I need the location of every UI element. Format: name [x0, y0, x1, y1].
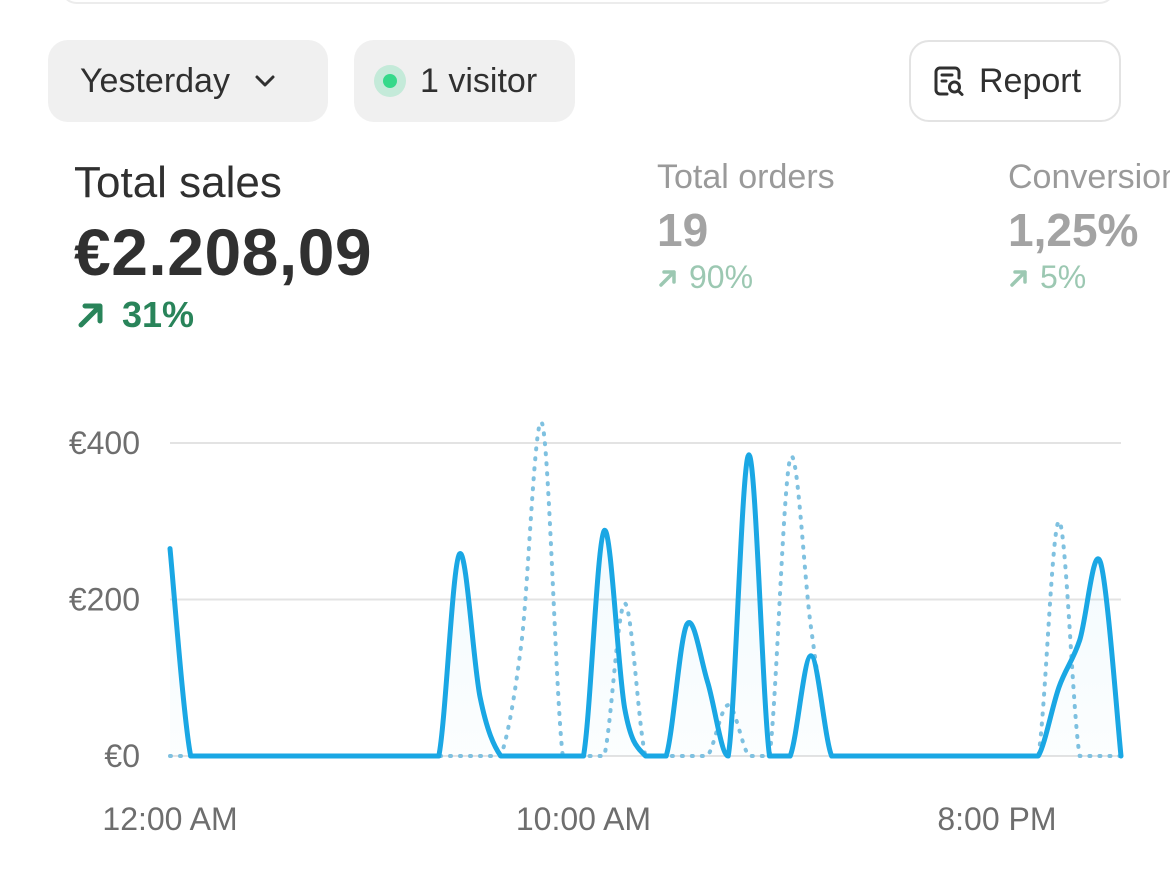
y-tick-label: €0: [104, 738, 140, 774]
total-orders-metric[interactable]: Total orders 19 90%: [657, 158, 835, 296]
total-orders-change-value: 90%: [689, 259, 754, 295]
total-orders-value: 19: [657, 204, 709, 256]
live-visitors-label: 1 visitor: [420, 61, 538, 100]
sales-chart[interactable]: €400 €200 €0 12:00 AM 10:00 AM 8:00 PM: [0, 400, 1170, 869]
chart-grid: [170, 442, 1121, 757]
total-orders-label: Total orders: [657, 158, 835, 196]
date-range-button[interactable]: Yesterday: [48, 40, 328, 122]
x-axis: 12:00 AM 10:00 AM 8:00 PM: [102, 801, 1056, 837]
y-tick-label: €400: [69, 425, 140, 461]
chevron-down-icon: [252, 68, 278, 94]
comparison-series-line: [168, 420, 1123, 758]
conversion-label: Conversion: [1008, 158, 1170, 196]
arrow-up-right-icon: [1010, 269, 1027, 287]
report-search-icon: [931, 63, 967, 99]
total-sales-value: €2.208,09: [74, 215, 373, 289]
conversion-change: 5%: [1008, 259, 1170, 296]
conversion-change-value: 5%: [1040, 259, 1087, 295]
total-sales-label: Total sales: [74, 158, 282, 207]
conversion-value: 1,25%: [1008, 204, 1139, 256]
sales-series-area: [170, 454, 1121, 756]
report-label: Report: [979, 61, 1082, 100]
y-tick-label: €200: [69, 582, 140, 618]
total-sales-change: 31%: [74, 294, 372, 336]
arrow-up-right-icon: [659, 269, 676, 287]
chart-series: [167, 420, 1124, 759]
y-axis: €400 €200 €0: [69, 425, 140, 774]
x-tick-label: 8:00 PM: [937, 801, 1056, 837]
total-sales-change-value: 31%: [122, 294, 195, 335]
x-tick-label: 10:00 AM: [516, 801, 651, 837]
live-status-dot-icon: [374, 65, 406, 97]
date-range-label: Yesterday: [80, 61, 230, 100]
total-sales-metric[interactable]: Total sales €2.208,09 31%: [74, 158, 372, 336]
sales-series-line: [167, 452, 1124, 759]
live-visitors-button[interactable]: 1 visitor: [354, 40, 575, 122]
x-tick-label: 12:00 AM: [102, 801, 237, 837]
top-card-edge: [60, 0, 1116, 4]
report-button[interactable]: Report: [909, 40, 1121, 122]
conversion-metric[interactable]: Conversion 1,25% 5%: [1008, 158, 1170, 296]
arrow-up-right-icon: [78, 303, 103, 328]
total-orders-change: 90%: [657, 259, 835, 296]
